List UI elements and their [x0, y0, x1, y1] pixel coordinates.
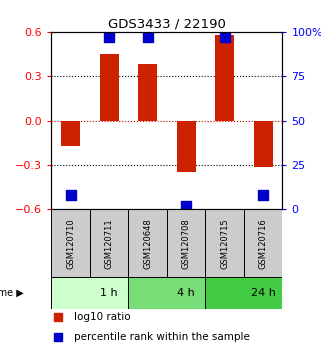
Text: log10 ratio: log10 ratio: [74, 312, 131, 322]
Bar: [205, 210, 244, 277]
Bar: [215, 35, 234, 121]
Bar: [128, 210, 167, 277]
Bar: [128, 277, 205, 309]
Text: 4 h: 4 h: [177, 288, 195, 298]
Point: [68, 193, 73, 198]
Title: GDS3433 / 22190: GDS3433 / 22190: [108, 18, 226, 31]
Text: 24 h: 24 h: [251, 288, 276, 298]
Point: [56, 314, 61, 320]
Text: GSM120710: GSM120710: [66, 218, 75, 269]
Bar: [90, 210, 128, 277]
Bar: [177, 121, 196, 172]
Point: [184, 203, 189, 209]
Point: [56, 334, 61, 340]
Bar: [61, 121, 80, 146]
Point: [145, 34, 150, 40]
Point: [222, 34, 227, 40]
Bar: [51, 210, 90, 277]
Text: GSM120708: GSM120708: [182, 218, 191, 269]
Text: time ▶: time ▶: [0, 288, 24, 298]
Bar: [138, 64, 157, 121]
Text: GSM120715: GSM120715: [220, 218, 229, 269]
Bar: [51, 277, 128, 309]
Bar: [254, 121, 273, 166]
Text: 1 h: 1 h: [100, 288, 118, 298]
Point: [261, 193, 266, 198]
Text: percentile rank within the sample: percentile rank within the sample: [74, 332, 250, 342]
Bar: [167, 210, 205, 277]
Bar: [205, 277, 282, 309]
Bar: [100, 54, 119, 121]
Text: GSM120716: GSM120716: [259, 218, 268, 269]
Text: GSM120711: GSM120711: [105, 218, 114, 269]
Point: [107, 34, 112, 40]
Text: GSM120648: GSM120648: [143, 218, 152, 269]
Bar: [244, 210, 282, 277]
